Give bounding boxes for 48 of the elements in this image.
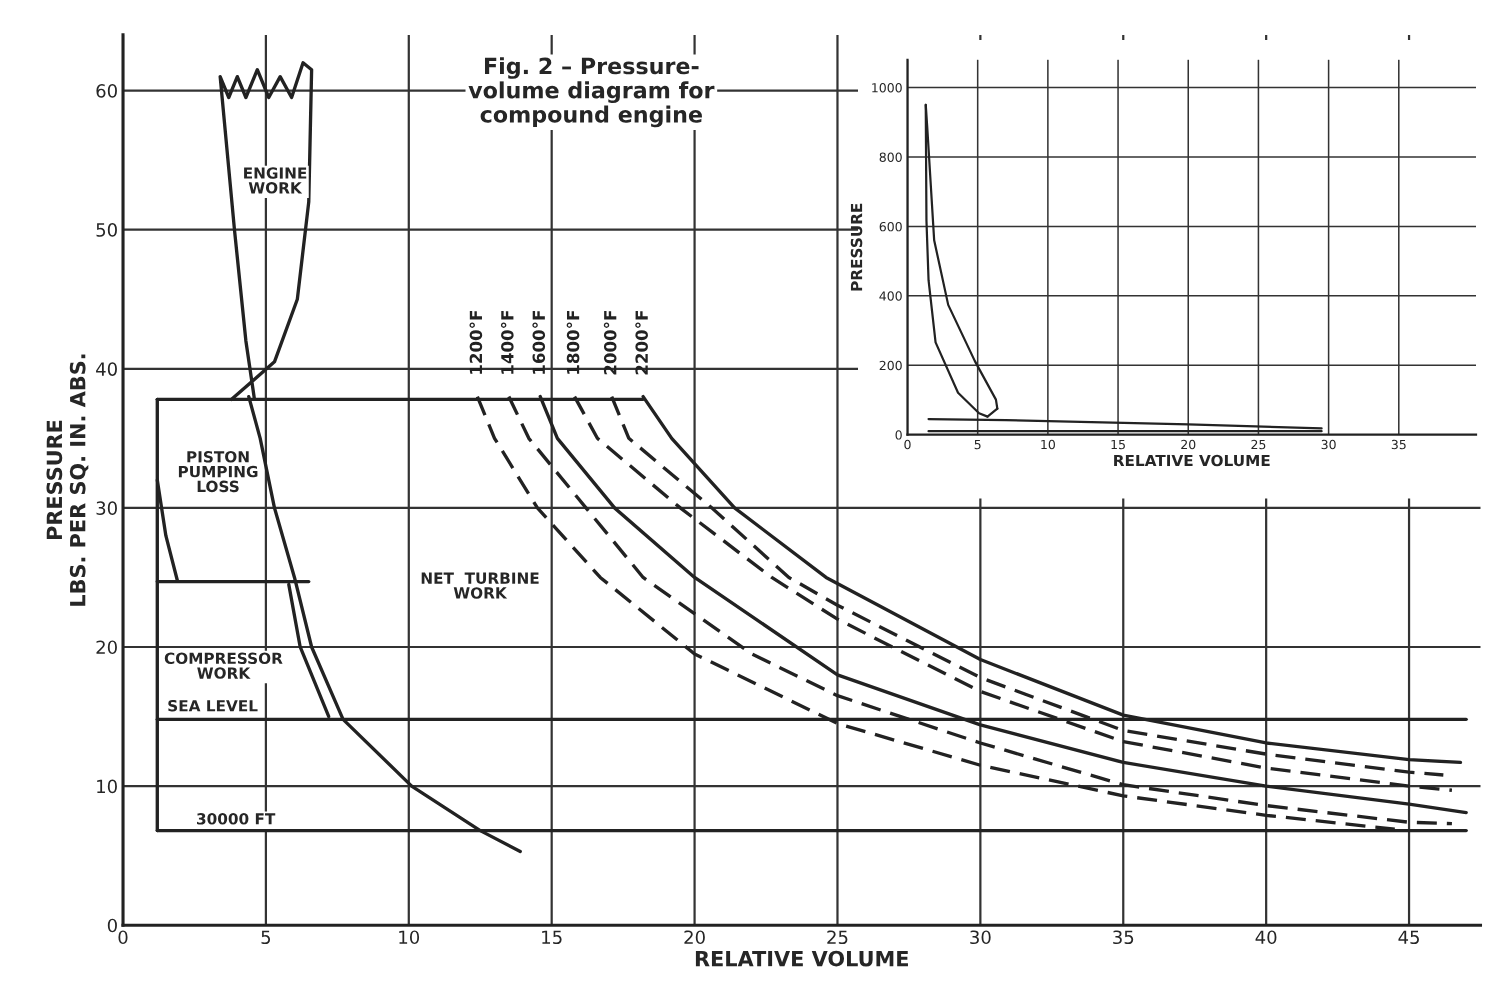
x-tick-label: 35: [1391, 439, 1406, 450]
annotation: 30000 FT: [197, 813, 276, 825]
x-tick-label: 45: [1398, 930, 1419, 945]
y-tick-label: 10: [97, 779, 117, 794]
y-tick-label: 400: [879, 291, 902, 301]
annotation: SEA LEVEL: [168, 699, 258, 712]
y-tick-label: 60: [96, 84, 117, 98]
y-tick-label: 50: [96, 223, 117, 237]
y-tick-label: 600: [879, 221, 902, 232]
y-tick-label: 30: [96, 501, 117, 515]
x-tick-label: 30: [970, 930, 991, 945]
x-tick-label: 20: [1181, 439, 1196, 450]
x-tick-label: 10: [399, 930, 420, 945]
x-tick-label: 30: [1321, 439, 1336, 450]
x-tick-label: 5: [261, 930, 271, 945]
x-axis-title: RELATIVE VOLUME: [1114, 454, 1270, 467]
y-axis-title: PRESSURE: [850, 203, 863, 291]
y-tick-label: 0: [107, 918, 117, 933]
annotation: ENGINE WORK: [244, 167, 307, 194]
annotation: PISTON PUMPING LOSS: [178, 451, 258, 493]
text: Fig. 2 – Pressure- volume diagram for compound engine: [468, 57, 715, 128]
text: 2000°F: [603, 311, 617, 375]
x-tick-label: 10: [1041, 439, 1055, 450]
y-tick-label: 20: [96, 640, 117, 655]
x-tick-label: 15: [542, 930, 562, 945]
x-tick-label: 40: [1255, 930, 1277, 945]
x-tick-label: 0: [118, 930, 128, 945]
annotation: NET TURBINE WORK: [421, 572, 539, 599]
text: 1800°F: [566, 311, 580, 374]
x-tick-label: 15: [1111, 439, 1125, 450]
text: 1200°F: [469, 311, 483, 374]
y-axis-title: PRESSURE LBS. PER SQ. IN. ABS.: [46, 354, 89, 606]
text: 1600°F: [532, 311, 546, 374]
x-tick-label: 35: [1113, 930, 1134, 945]
y-tick-label: 0: [895, 430, 902, 440]
x-tick-label: 25: [1251, 439, 1266, 450]
text: 1400°F: [500, 311, 514, 374]
y-tick-label: 1000: [872, 83, 902, 93]
x-tick-label: 20: [684, 930, 705, 945]
y-tick-label: 200: [879, 360, 902, 371]
y-tick-label: 800: [879, 152, 902, 162]
x-axis-title: RELATIVE VOLUME: [695, 950, 908, 967]
x-tick-label: 25: [827, 930, 848, 945]
text: 2200°F: [635, 311, 648, 375]
x-tick-label: 5: [974, 439, 981, 450]
x-tick-label: 0: [904, 439, 911, 450]
y-tick-label: 40: [96, 362, 117, 376]
annotation: COMPRESSOR WORK: [164, 652, 283, 679]
